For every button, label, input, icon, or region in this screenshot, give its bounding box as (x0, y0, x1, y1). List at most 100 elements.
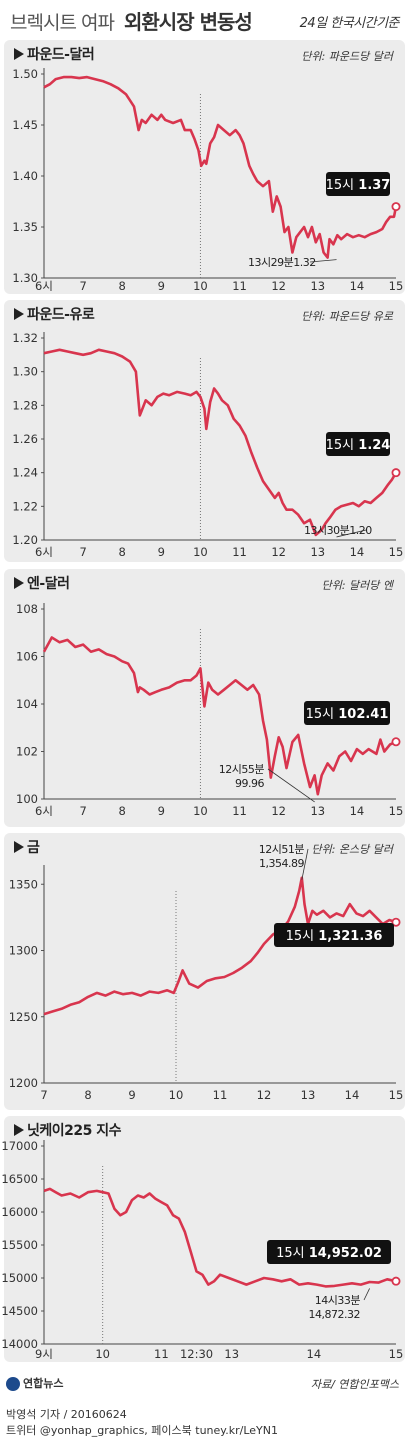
y-tick-label: 106 (16, 650, 38, 664)
social-links: 트위터 @yonhap_graphics, 페이스북 tuney.kr/LeYN… (6, 1424, 278, 1437)
y-tick-label: 1.30 (12, 365, 38, 379)
x-tick-label: 9시 (35, 1347, 53, 1361)
annotation-value: 99.96 (235, 777, 264, 790)
series-line (43, 348, 398, 537)
x-tick-label: 13 (310, 279, 325, 293)
last-point-marker (391, 917, 401, 927)
last-point-marker (391, 202, 401, 212)
x-tick-label: 9 (158, 279, 165, 293)
y-tick-label: 15000 (1, 1271, 38, 1285)
x-tick-label: 13 (224, 1347, 239, 1361)
callout-box (274, 923, 394, 947)
x-tick-label: 6시 (35, 804, 53, 818)
triangle-icon (14, 1124, 24, 1136)
triangle-icon (14, 48, 24, 60)
triangle-icon (14, 841, 24, 853)
byline: 박영석 기자 / 20160624 (6, 1408, 127, 1421)
callout-box (304, 701, 390, 725)
x-tick-label: 15 (389, 279, 404, 293)
yonhap-logo-icon (6, 1377, 20, 1391)
x-tick-label: 15 (389, 1347, 404, 1361)
annotation-leader (363, 1288, 370, 1301)
x-tick-label: 13 (301, 1088, 316, 1102)
x-tick-label: 8 (119, 279, 126, 293)
x-tick-label: 10 (95, 1347, 110, 1361)
y-tick-label: 1.30 (12, 271, 38, 285)
y-tick-label: 14000 (1, 1337, 38, 1351)
x-tick-label: 10 (169, 1088, 184, 1102)
title-bold: 외환시장 변동성 (124, 10, 253, 34)
unit-label: 단위: 파운드당 유로 (301, 310, 393, 323)
y-tick-label: 1.35 (12, 220, 38, 234)
y-tick-label: 16000 (1, 1205, 38, 1219)
x-tick-label: 12 (271, 804, 286, 818)
series-line (43, 876, 397, 1016)
x-tick-label: 14 (350, 279, 365, 293)
panel-title: 엔-달러 (14, 573, 70, 593)
x-tick-label: 15 (389, 1088, 404, 1102)
annotation-label: 14시33분 (315, 1294, 361, 1307)
panel-title: 파운드-유로 (14, 304, 95, 324)
x-tick-label: 10 (193, 279, 208, 293)
y-tick-label: 1200 (9, 1076, 38, 1090)
x-tick-label: 12 (271, 545, 286, 559)
last-point-marker (391, 1276, 401, 1286)
y-tick-label: 1.40 (12, 169, 38, 183)
annotation-leader (336, 529, 367, 538)
y-tick-label: 1.45 (12, 118, 38, 132)
callout-text: 15시 1,321.36 (286, 929, 383, 944)
callout-text: 15시 14,952.02 (276, 1246, 382, 1261)
source-note: 자료/ 연합인포맥스 (310, 1378, 399, 1391)
panel-title: 파운드-달러 (14, 44, 95, 64)
callout-box (267, 1240, 391, 1264)
x-tick-label: 13 (310, 804, 325, 818)
annotation-leader (301, 848, 309, 880)
x-tick-label: 9 (128, 1088, 135, 1102)
last-point-marker (391, 468, 401, 478)
header: 브렉시트 여파 외환시장 변동성 24일 한국시간기준 (0, 0, 409, 40)
y-tick-label: 1.28 (12, 398, 38, 412)
annotation-label: 12시55분 (219, 763, 265, 776)
y-tick-label: 104 (16, 697, 38, 711)
callout-box (326, 172, 390, 196)
x-tick-label: 8 (119, 804, 126, 818)
unit-label: 단위: 달러당 엔 (321, 579, 393, 592)
x-tick-label: 15 (389, 545, 404, 559)
panel-gbp-usd: 파운드-달러 단위: 파운드당 달러 1.50 1.45 1.40 1.35 1.30 6… (4, 40, 405, 294)
x-tick-label: 6시 (35, 279, 53, 293)
x-tick-label: 7 (40, 1088, 47, 1102)
x-tick-label: 8 (119, 545, 126, 559)
annotation-label: 13시29분1.32 (248, 256, 316, 269)
series-line (42, 636, 397, 796)
annotation-value: 1,354.89 (259, 857, 304, 870)
x-tick-label: 7 (79, 804, 86, 818)
unit-label: 단위: 파운드당 달러 (301, 50, 393, 63)
panel-nikkei: 닛케이225 지수 17000 16500 16000 15500 15000 14500… (1, 1116, 405, 1362)
y-tick-label: 1250 (9, 1010, 38, 1024)
x-tick-label: 14 (345, 1088, 360, 1102)
y-tick-label: 1.32 (12, 331, 38, 345)
y-tick-label: 16500 (1, 1172, 38, 1186)
x-tick-label: 9 (158, 545, 165, 559)
x-tick-label: 9 (158, 804, 165, 818)
y-tick-label: 1.50 (12, 67, 38, 81)
triangle-icon (14, 308, 24, 320)
x-tick-label: 11 (232, 545, 247, 559)
y-tick-label: 1.26 (12, 432, 38, 446)
panel-gold: 금 단위: 온스당 달러 1350 1300 1250 1200 7 8 9 10 11 12 13… (4, 833, 405, 1110)
annotation-label: 12시51분 (259, 843, 305, 856)
y-tick-label: 1.20 (12, 533, 38, 547)
x-tick-label: 12 (271, 279, 286, 293)
panel-jpy-usd: 엔-달러 단위: 달러당 엔 108 106 104 102 100 6시 7 8 9 10 11 1… (4, 569, 405, 827)
x-tick-label: 7 (79, 545, 86, 559)
x-tick-label: 6시 (35, 545, 53, 559)
y-tick-label: 102 (16, 745, 38, 759)
x-tick-label: 14 (350, 545, 365, 559)
y-tick-label: 100 (16, 792, 38, 806)
y-tick-label: 1300 (9, 944, 38, 958)
